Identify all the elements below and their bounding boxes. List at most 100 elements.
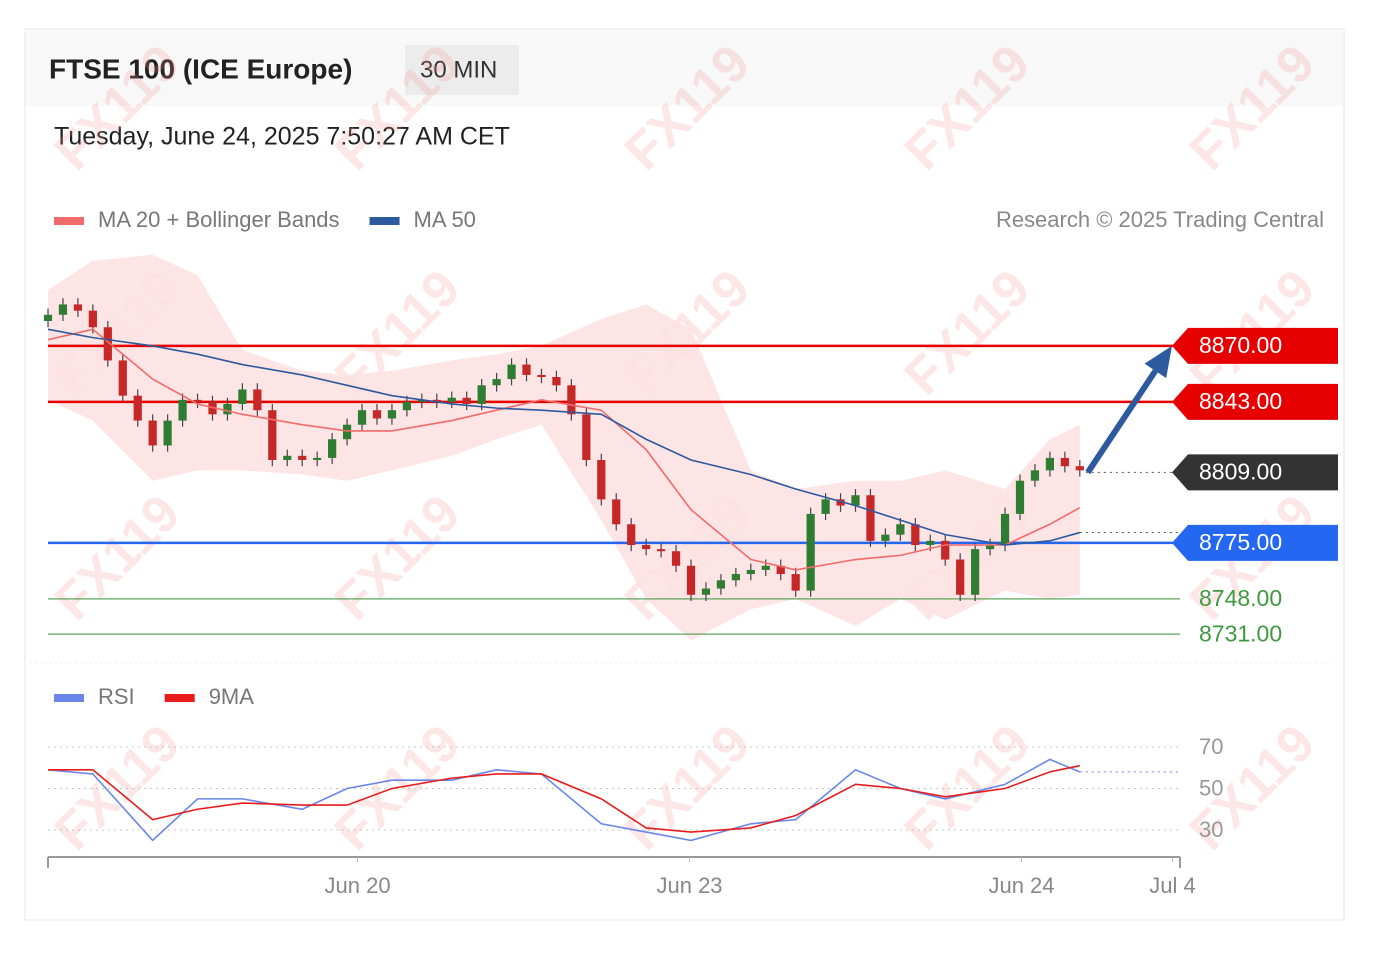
series-line [47,328,1081,571]
timestamp: Tuesday, June 24, 2025 7:50:27 AM CET [54,123,510,151]
x-tick-label: Jul 4 [1149,873,1195,898]
interval-badge [405,45,519,95]
legend-swatch [54,217,84,225]
candle-body [283,455,292,460]
candle-body [806,513,815,591]
candle-body [492,379,501,386]
candle-body [627,524,636,546]
interval: 30 MIN [420,56,497,83]
candle-body [642,545,651,550]
candle-body [866,495,875,541]
legend-label: RSI [98,684,135,709]
title: FTSE 100 (ICE Europe) [49,53,352,84]
x-tick-label: Jun 24 [988,873,1054,898]
candle-body [851,495,860,506]
level-label: 8870.00 [1199,332,1282,358]
credit: Research © 2025 Trading Central [996,207,1324,232]
candle-body [193,399,202,402]
candle-body [896,524,905,535]
candle-body [956,559,965,595]
legend-label: MA 20 + Bollinger Bands [98,207,340,232]
candle-body [582,414,591,460]
x-tick-label: Jun 23 [656,873,722,898]
legend-swatch [164,694,195,702]
candle-body [387,410,397,419]
candle-body [178,399,187,421]
candle-body [671,551,681,566]
candle-body [357,410,367,425]
level-label: 8775.00 [1199,529,1282,555]
candle-body [118,360,127,396]
candle-body [1015,480,1025,514]
level-label-box [1172,454,1338,491]
candle-body [402,401,412,411]
candle-body [522,364,531,375]
candle-body [462,397,471,404]
series-line [48,764,1080,833]
candle-body [342,424,352,440]
candle-body [1030,470,1040,481]
candle-body [612,499,621,525]
forecast-arrow [1085,369,1158,475]
candle-body [881,534,890,541]
candle-body [761,565,770,570]
legend-swatch [54,694,84,702]
candle-body [686,565,696,595]
rsi-panel: RSI 9MA 30 50 70 Jun 20 Jun 23 Jun 24 Jul 4 [47,684,1223,898]
candle-body [552,377,561,386]
x-tick-label: Jun 20 [325,873,391,898]
y-tick-label: 50 [1199,775,1223,800]
y-tick-label: 30 [1199,817,1223,842]
candle-body [507,364,516,380]
candle-body [43,314,53,322]
candle-body [1075,466,1084,471]
legend-swatch [369,217,400,225]
candle-body [372,410,382,419]
candle-body [88,310,97,328]
level-label-box [1172,524,1338,561]
level-label: 8809.00 [1199,458,1282,484]
candle-body [985,545,995,550]
series-line [47,758,1081,842]
candle-body [731,574,740,581]
candle-body [253,389,262,411]
candle-body [746,569,755,575]
candle-body [701,588,711,595]
header-bar [26,30,1343,106]
y-tick-label: 70 [1199,734,1223,759]
candle-body [656,549,666,552]
forecast-arrowhead [1144,345,1172,379]
candle-body [776,565,785,575]
candle-body [148,420,157,446]
legend-label: MA 50 [414,207,476,232]
candle-body [1060,457,1069,467]
level-label-box [1172,383,1338,420]
candle-body [298,455,307,460]
candle-body [791,574,800,591]
candle-body [597,459,606,500]
level-label: 8843.00 [1199,388,1282,414]
price-panel: MA 20 + Bollinger Bands MA 50 8870.00 8843.… [43,207,1338,646]
candle-body [447,397,456,402]
candle-body [58,304,68,315]
candle-body [103,327,112,361]
candle-body [313,457,322,460]
level-label: 8748.00 [1199,585,1282,611]
series-line [47,328,1081,546]
candle-body [926,540,935,546]
candle-body [716,580,726,589]
candle-body [432,399,441,402]
candle-body [417,399,426,402]
candle-body [911,524,920,546]
candle-body [223,403,232,415]
legend-label: 9MA [209,684,255,709]
candle-body [133,395,142,421]
candle-body [1000,513,1010,546]
candle-body [836,499,845,506]
candle-body [821,499,830,514]
candle-body [163,420,172,446]
candle-body [238,389,247,404]
candle-body [567,385,576,415]
candle-body [268,410,277,460]
